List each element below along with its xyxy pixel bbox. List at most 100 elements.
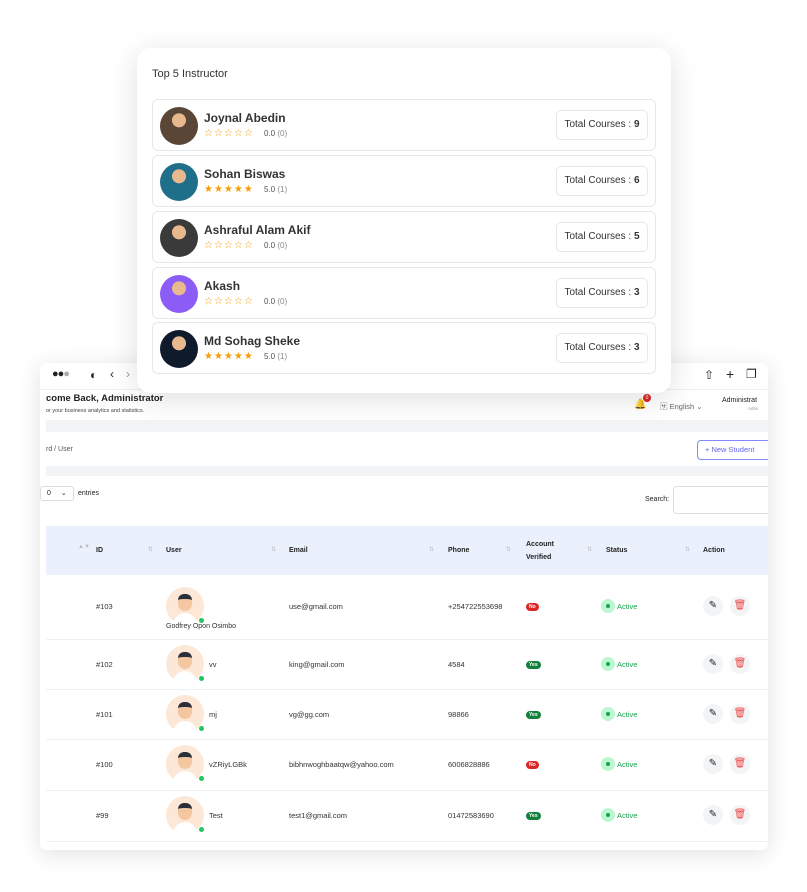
sort-icon[interactable]: ⇅	[429, 547, 435, 553]
sort-icon[interactable]: ⇅	[506, 547, 512, 553]
status-badge: Active	[601, 808, 637, 822]
edit-icon[interactable]: ✎	[703, 654, 723, 674]
verified-badge: Yes	[526, 711, 541, 719]
welcome-title: come Back, Administrator	[46, 393, 164, 404]
tabs-icon[interactable]: ❐	[746, 367, 757, 381]
welcome-subtitle: or your business analytics and statistic…	[46, 408, 145, 414]
delete-icon[interactable]: 🗑	[730, 704, 750, 724]
header-status[interactable]: Status	[606, 547, 628, 554]
email: test1@gmail.com	[289, 811, 348, 820]
table-header: ▲▼ ID ⇅ User ⇅ Email ⇅ Phone ⇅ Account V…	[46, 526, 768, 575]
back-icon[interactable]: ‹	[110, 367, 114, 381]
phone: 4584	[448, 660, 465, 669]
entries-select[interactable]: 0 ⌄	[40, 486, 74, 501]
header-action: Action	[703, 547, 725, 554]
header-verified[interactable]: Account	[526, 541, 554, 548]
instructor-item[interactable]: Joynal Abedin ☆☆☆☆☆ 0.0 (0) Total Course…	[152, 99, 656, 151]
online-indicator	[199, 776, 204, 781]
user-id: #100	[96, 760, 113, 769]
star-rating-icon: ☆☆☆☆☆	[204, 128, 254, 139]
verified-badge: No	[526, 603, 539, 611]
header-phone[interactable]: Phone	[448, 547, 470, 554]
table-row: #101 mj vg@gg.com 98866 Yes Active ✎ 🗑	[46, 690, 768, 740]
avatar	[166, 587, 204, 625]
sort-icon[interactable]: ⇅	[148, 547, 154, 553]
sort-icon[interactable]: ⇅	[685, 547, 691, 553]
delete-icon[interactable]: 🗑	[730, 654, 750, 674]
total-courses: Total Courses : 3	[556, 333, 648, 363]
user-id: #99	[96, 811, 109, 820]
user-name[interactable]: vv	[209, 660, 217, 669]
edit-icon[interactable]: ✎	[703, 754, 723, 774]
avatar	[160, 163, 198, 201]
delete-icon[interactable]: 🗑	[730, 754, 750, 774]
edit-icon[interactable]: ✎	[703, 805, 723, 825]
sort-icon[interactable]: ⇅	[587, 547, 593, 553]
translate-icon: 🈂	[660, 402, 670, 411]
table-row: #102 vv king@gmail.com 4584 Yes Active ✎…	[46, 640, 768, 690]
header-verified-2: Verified	[526, 554, 552, 561]
instructor-name[interactable]: Md Sohag Sheke	[204, 334, 301, 348]
avatar	[166, 645, 204, 683]
table-row: #100 vZRiyLGBk bibhnwoghbaatqw@yahoo.com…	[46, 740, 768, 791]
instructor-item[interactable]: Ashraful Alam Akif ☆☆☆☆☆ 0.0 (0) Total C…	[152, 211, 656, 263]
header-id[interactable]: ID	[96, 547, 103, 554]
avatar	[166, 745, 204, 783]
search-input[interactable]	[673, 486, 768, 514]
email: bibhnwoghbaatqw@yahoo.com	[289, 760, 394, 769]
avatar	[160, 275, 198, 313]
instructor-name[interactable]: Akash	[204, 279, 241, 293]
divider	[46, 420, 768, 432]
new-student-button[interactable]: + New Student	[697, 440, 768, 460]
instructor-name[interactable]: Ashraful Alam Akif	[204, 223, 311, 237]
phone: 01472583690	[448, 811, 494, 820]
browser-window: ●●● ◐ ‹ › ⇧ + ❐ come Back, Administrator…	[40, 363, 768, 850]
user-name[interactable]: Godfrey Opon Osimbo	[166, 623, 237, 630]
phone: 98866	[448, 710, 469, 719]
language-select[interactable]: 🈂 English ⌄	[660, 402, 703, 411]
user-name[interactable]: Administrat	[722, 397, 758, 404]
user-name[interactable]: vZRiyLGBk	[209, 760, 247, 769]
online-indicator	[199, 676, 204, 681]
user-id: #101	[96, 710, 113, 719]
new-tab-icon[interactable]: +	[726, 366, 735, 382]
star-rating-icon: ★★★★★	[204, 184, 254, 195]
user-name[interactable]: mj	[209, 710, 217, 719]
avatar	[160, 219, 198, 257]
rating-value: 5.0 (1)	[264, 352, 288, 361]
status-badge: Active	[601, 599, 637, 613]
avatar	[166, 695, 204, 733]
instructor-item[interactable]: Akash ☆☆☆☆☆ 0.0 (0) Total Courses : 3	[152, 267, 656, 319]
verified-badge: Yes	[526, 812, 541, 820]
header-user[interactable]: User	[166, 547, 182, 554]
card-title: Top 5 Instructor	[152, 68, 228, 80]
user-id: #103	[96, 602, 113, 611]
rating-value: 0.0 (0)	[264, 129, 288, 138]
share-icon[interactable]: ⇧	[704, 368, 715, 382]
status-badge: Active	[601, 707, 637, 721]
delete-icon[interactable]: 🗑	[730, 805, 750, 825]
instructor-name[interactable]: Joynal Abedin	[204, 111, 286, 125]
instructor-item[interactable]: Md Sohag Sheke ★★★★★ 5.0 (1) Total Cours…	[152, 322, 656, 374]
online-indicator	[199, 726, 204, 731]
user-name[interactable]: Test	[209, 811, 223, 820]
window-dots-icon[interactable]: ●●●	[52, 368, 70, 380]
instructor-item[interactable]: Sohan Biswas ★★★★★ 5.0 (1) Total Courses…	[152, 155, 656, 207]
sort-icon[interactable]: ▲▼	[78, 544, 90, 550]
edit-icon[interactable]: ✎	[703, 596, 723, 616]
top-instructor-card: Top 5 Instructor Joynal Abedin ☆☆☆☆☆ 0.0…	[137, 48, 671, 393]
instructor-name[interactable]: Sohan Biswas	[204, 167, 286, 181]
sidebar-toggle-icon[interactable]: ◐	[90, 368, 98, 382]
table-row: #99 Test test1@gmail.com 01472583690 Yes…	[46, 791, 768, 842]
online-indicator	[199, 618, 204, 623]
forward-icon[interactable]: ›	[126, 367, 130, 381]
edit-icon[interactable]: ✎	[703, 704, 723, 724]
status-badge: Active	[601, 657, 637, 671]
header-email[interactable]: Email	[289, 547, 308, 554]
phone: +254722553698	[448, 602, 503, 611]
star-rating-icon: ☆☆☆☆☆	[204, 240, 254, 251]
delete-icon[interactable]: 🗑	[730, 596, 750, 616]
bell-icon[interactable]: 🔔	[634, 399, 647, 410]
sort-icon[interactable]: ⇅	[271, 547, 277, 553]
rating-value: 5.0 (1)	[264, 185, 288, 194]
